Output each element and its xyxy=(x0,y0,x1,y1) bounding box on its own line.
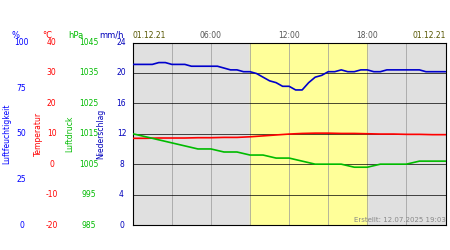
Text: 1015: 1015 xyxy=(80,129,99,138)
Text: 06:00: 06:00 xyxy=(200,31,222,40)
Text: 8: 8 xyxy=(119,160,124,169)
Text: 20: 20 xyxy=(117,68,126,78)
Text: 1005: 1005 xyxy=(79,160,99,169)
Text: 985: 985 xyxy=(82,220,96,230)
Text: hPa: hPa xyxy=(68,31,83,40)
Text: 1025: 1025 xyxy=(80,99,99,108)
Text: 1035: 1035 xyxy=(79,68,99,78)
Text: -10: -10 xyxy=(45,190,58,199)
Text: 30: 30 xyxy=(47,68,57,78)
Text: 18:00: 18:00 xyxy=(356,31,378,40)
Text: 01.12.21: 01.12.21 xyxy=(133,31,166,40)
Text: 75: 75 xyxy=(17,84,27,92)
Text: 16: 16 xyxy=(117,99,126,108)
Text: Temperatur: Temperatur xyxy=(34,112,43,156)
Text: 20: 20 xyxy=(47,99,57,108)
Text: 40: 40 xyxy=(47,38,57,47)
Text: 100: 100 xyxy=(14,38,29,47)
Text: Luftfeuchtigkeit: Luftfeuchtigkeit xyxy=(2,104,11,164)
Text: 0: 0 xyxy=(19,220,24,230)
Text: -20: -20 xyxy=(45,220,58,230)
Text: Niederschlag: Niederschlag xyxy=(97,108,106,159)
Text: 12: 12 xyxy=(117,129,126,138)
Text: 995: 995 xyxy=(82,190,96,199)
Bar xyxy=(250,42,367,225)
Text: Luftdruck: Luftdruck xyxy=(65,116,74,152)
Text: 0: 0 xyxy=(119,220,124,230)
Text: 0: 0 xyxy=(50,160,54,169)
Text: mm/h: mm/h xyxy=(99,31,124,40)
Text: °C: °C xyxy=(42,31,52,40)
Text: 4: 4 xyxy=(119,190,124,199)
Text: 1045: 1045 xyxy=(79,38,99,47)
Text: Erstellt: 12.07.2025 19:03: Erstellt: 12.07.2025 19:03 xyxy=(354,217,446,223)
Text: %: % xyxy=(12,31,20,40)
Text: 12:00: 12:00 xyxy=(278,31,300,40)
Text: 01.12.21: 01.12.21 xyxy=(412,31,446,40)
Text: 50: 50 xyxy=(17,129,27,138)
Text: 10: 10 xyxy=(47,129,57,138)
Text: 25: 25 xyxy=(17,175,27,184)
Text: 24: 24 xyxy=(117,38,126,47)
